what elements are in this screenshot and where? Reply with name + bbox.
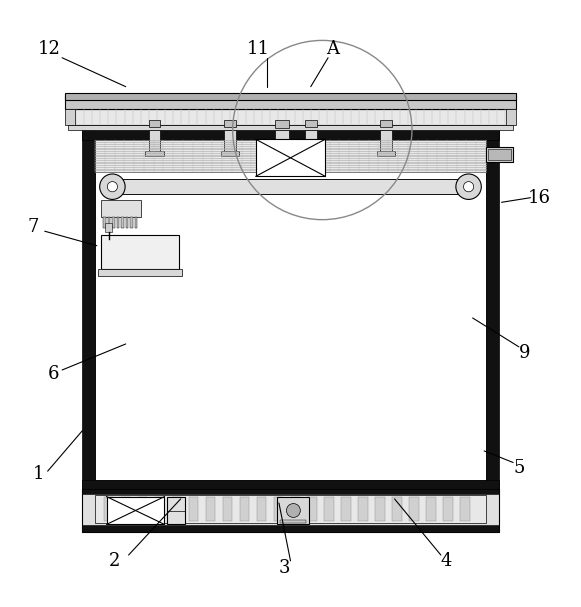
Circle shape: [107, 181, 117, 192]
Bar: [135, 217, 137, 228]
Bar: [121, 217, 124, 228]
Bar: [83, 130, 498, 140]
Text: 12: 12: [38, 40, 61, 58]
Bar: [224, 120, 235, 127]
Bar: [342, 497, 351, 521]
Bar: [121, 497, 130, 521]
Bar: [95, 495, 486, 523]
Bar: [460, 497, 470, 521]
Bar: [149, 130, 160, 153]
Bar: [305, 130, 317, 153]
Bar: [486, 148, 513, 162]
Bar: [324, 497, 334, 521]
Text: 3: 3: [279, 559, 290, 577]
Bar: [189, 497, 198, 521]
Bar: [506, 109, 516, 126]
Bar: [486, 130, 498, 489]
Bar: [275, 120, 289, 128]
Bar: [278, 497, 309, 524]
Bar: [171, 497, 181, 521]
Bar: [271, 159, 292, 164]
Text: 6: 6: [48, 365, 59, 383]
Bar: [206, 497, 216, 521]
Bar: [281, 520, 306, 523]
Bar: [101, 235, 179, 270]
Text: 5: 5: [513, 459, 525, 477]
Bar: [307, 497, 317, 521]
Bar: [145, 151, 164, 156]
Bar: [107, 497, 164, 524]
Text: 2: 2: [109, 552, 120, 570]
Bar: [95, 140, 486, 172]
Bar: [98, 270, 182, 276]
Bar: [68, 109, 513, 126]
Bar: [257, 497, 266, 521]
Bar: [65, 109, 75, 126]
Text: 4: 4: [441, 552, 452, 570]
Bar: [155, 497, 164, 521]
Bar: [106, 223, 112, 232]
Bar: [426, 497, 436, 521]
Bar: [275, 130, 289, 162]
Bar: [130, 217, 132, 228]
Bar: [83, 489, 498, 532]
Bar: [358, 497, 368, 521]
Text: A: A: [325, 40, 339, 58]
Bar: [443, 497, 453, 521]
Circle shape: [100, 174, 125, 200]
Text: 9: 9: [519, 344, 530, 362]
Bar: [305, 120, 317, 127]
Bar: [223, 497, 232, 521]
Text: 1: 1: [33, 465, 45, 483]
Bar: [221, 151, 239, 156]
Bar: [167, 497, 185, 524]
Bar: [68, 126, 513, 130]
Bar: [95, 140, 486, 480]
Bar: [83, 525, 498, 532]
Bar: [376, 151, 395, 156]
Bar: [380, 130, 392, 153]
Bar: [488, 149, 511, 160]
Bar: [101, 200, 141, 217]
Circle shape: [286, 504, 300, 517]
Bar: [103, 217, 106, 228]
Bar: [375, 497, 385, 521]
Bar: [125, 217, 128, 228]
Bar: [410, 497, 419, 521]
Bar: [95, 149, 486, 153]
Bar: [392, 497, 402, 521]
Text: 16: 16: [528, 189, 551, 207]
Bar: [112, 179, 469, 194]
Bar: [104, 497, 113, 521]
Text: 11: 11: [247, 40, 270, 58]
Bar: [83, 480, 498, 489]
Bar: [256, 139, 325, 176]
Bar: [138, 497, 148, 521]
Bar: [83, 130, 95, 489]
Text: 7: 7: [27, 218, 39, 236]
Bar: [65, 93, 516, 100]
Circle shape: [464, 181, 474, 192]
Bar: [302, 151, 320, 156]
Bar: [107, 217, 110, 228]
Bar: [117, 217, 119, 228]
Bar: [83, 489, 498, 494]
Bar: [224, 130, 235, 153]
Bar: [239, 497, 249, 521]
Bar: [380, 120, 392, 127]
Bar: [274, 497, 283, 521]
Bar: [290, 497, 300, 521]
Circle shape: [456, 174, 481, 200]
Bar: [112, 217, 114, 228]
Bar: [149, 120, 160, 127]
Bar: [65, 95, 516, 109]
